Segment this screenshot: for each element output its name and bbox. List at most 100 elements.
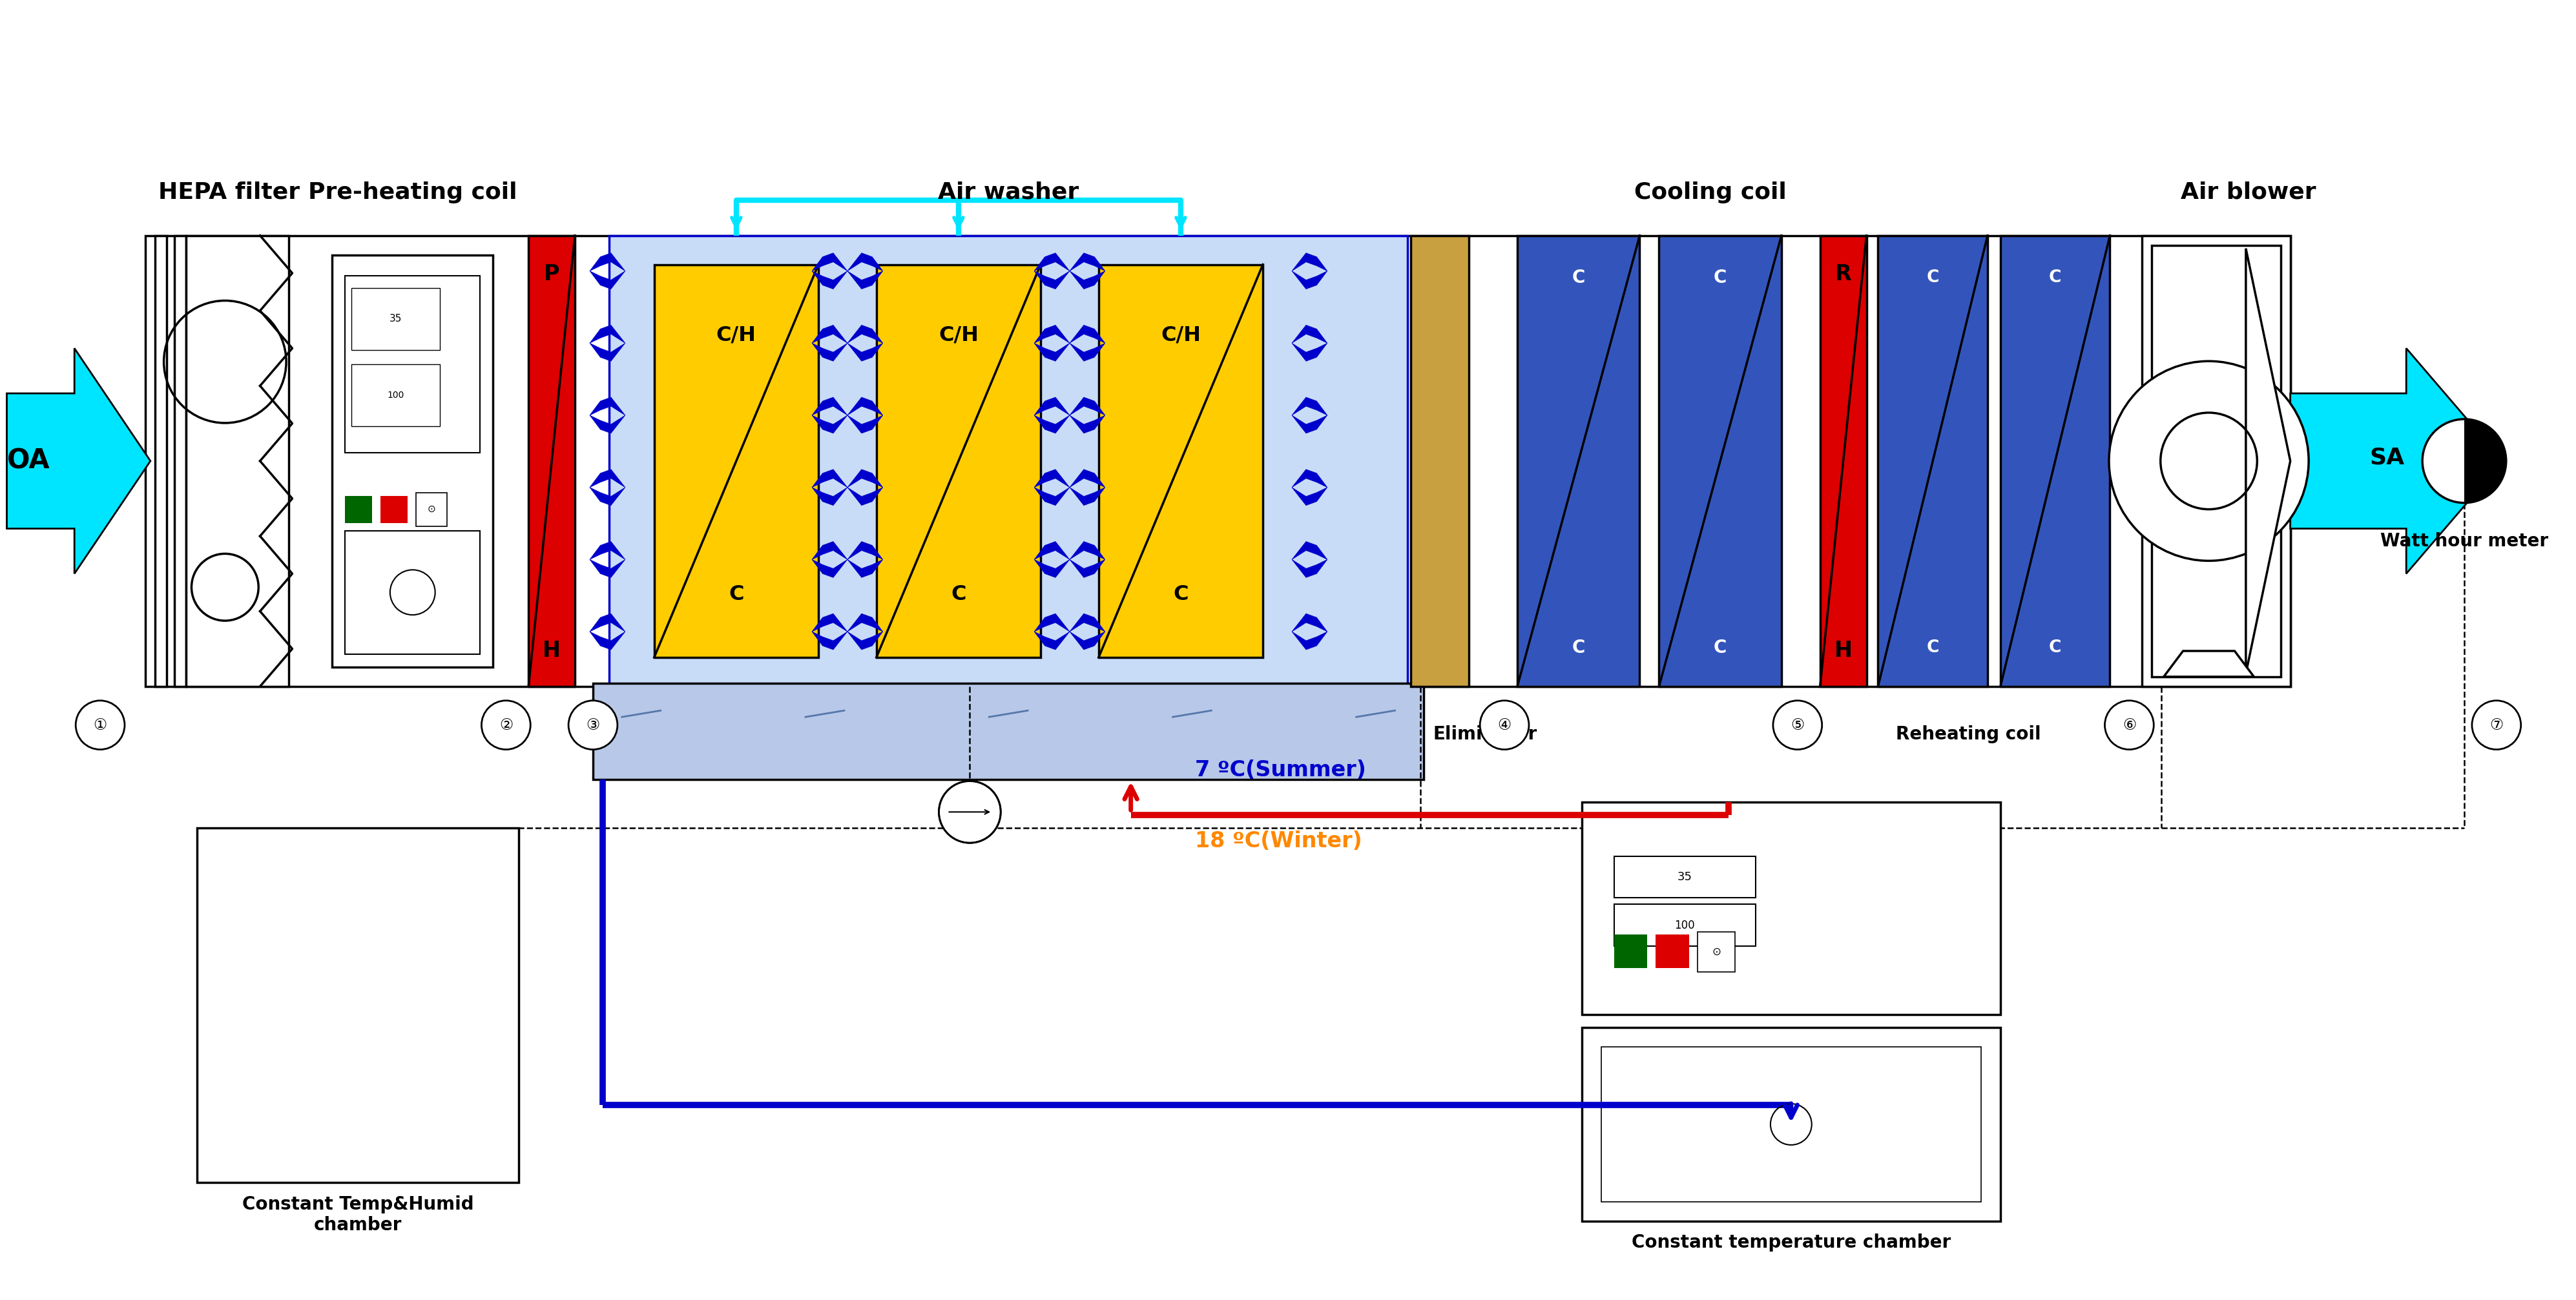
Polygon shape <box>1033 254 1069 270</box>
Polygon shape <box>1069 325 1105 343</box>
Bar <box>1615 905 1757 946</box>
Bar <box>345 530 479 654</box>
Bar <box>1582 1028 2002 1221</box>
Polygon shape <box>1033 343 1069 361</box>
Circle shape <box>2105 701 2154 750</box>
Bar <box>2143 235 2290 686</box>
Polygon shape <box>811 343 848 361</box>
Polygon shape <box>1033 614 1069 632</box>
Text: ⑥: ⑥ <box>2123 718 2136 733</box>
Bar <box>144 235 2290 686</box>
Polygon shape <box>1069 542 1105 559</box>
Polygon shape <box>1033 488 1069 506</box>
Circle shape <box>2473 701 2522 750</box>
Bar <box>350 287 440 350</box>
Bar <box>1615 935 1649 968</box>
Wedge shape <box>2421 419 2465 503</box>
Circle shape <box>2421 419 2506 503</box>
Text: ⊙: ⊙ <box>1713 946 1721 958</box>
Text: SA: SA <box>2370 447 2403 469</box>
Bar <box>2002 235 2110 686</box>
Bar <box>1698 932 1736 972</box>
Text: Air blower: Air blower <box>2182 182 2316 203</box>
Text: Watt hour meter: Watt hour meter <box>2380 532 2548 550</box>
Polygon shape <box>1069 270 1105 289</box>
Polygon shape <box>811 398 848 415</box>
Polygon shape <box>848 254 884 270</box>
Text: R: R <box>1834 264 1852 285</box>
Polygon shape <box>2164 651 2254 677</box>
Text: C/H: C/H <box>938 325 979 346</box>
Text: C: C <box>2048 269 2061 286</box>
Text: H: H <box>544 641 562 662</box>
Polygon shape <box>848 632 884 650</box>
Text: C: C <box>1713 638 1726 657</box>
Polygon shape <box>848 488 884 506</box>
Text: C: C <box>1571 268 1584 286</box>
Bar <box>1878 235 1989 686</box>
Polygon shape <box>1293 325 1327 343</box>
Polygon shape <box>1033 559 1069 577</box>
Bar <box>345 276 479 452</box>
Polygon shape <box>1069 488 1105 506</box>
Bar <box>381 495 407 523</box>
Polygon shape <box>1033 542 1069 559</box>
Text: ⊙: ⊙ <box>428 504 435 514</box>
Polygon shape <box>590 343 626 361</box>
Bar <box>2151 246 2280 677</box>
Polygon shape <box>811 488 848 506</box>
Text: Air washer: Air washer <box>938 182 1079 203</box>
Polygon shape <box>848 415 884 433</box>
Circle shape <box>75 701 124 750</box>
Polygon shape <box>811 469 848 488</box>
Polygon shape <box>1293 559 1327 577</box>
Polygon shape <box>1069 398 1105 415</box>
Text: OA: OA <box>8 447 49 474</box>
Text: ⑤: ⑤ <box>1790 718 1803 733</box>
Polygon shape <box>848 325 884 343</box>
Bar <box>1097 265 1262 658</box>
Text: C/H: C/H <box>1162 325 1200 346</box>
Text: Constant temperature chamber: Constant temperature chamber <box>1631 1234 1950 1252</box>
Polygon shape <box>811 325 848 343</box>
Text: C: C <box>1172 585 1188 605</box>
Polygon shape <box>1293 343 1327 361</box>
Text: C: C <box>729 585 744 605</box>
Bar <box>175 235 185 686</box>
Text: ③: ③ <box>587 718 600 733</box>
Polygon shape <box>590 632 626 650</box>
Polygon shape <box>590 469 626 488</box>
Polygon shape <box>848 398 884 415</box>
Polygon shape <box>2290 348 2504 573</box>
Polygon shape <box>8 348 149 573</box>
Polygon shape <box>848 542 884 559</box>
Bar <box>155 235 167 686</box>
Bar <box>528 235 574 686</box>
Polygon shape <box>848 469 884 488</box>
Bar <box>1517 235 1641 686</box>
Text: Reheating coil: Reheating coil <box>1896 725 2040 744</box>
Bar <box>332 255 492 667</box>
Text: P: P <box>544 264 559 285</box>
Bar <box>1656 935 1690 968</box>
Polygon shape <box>811 270 848 289</box>
Text: C: C <box>1713 268 1726 286</box>
Polygon shape <box>811 614 848 632</box>
Polygon shape <box>1069 614 1105 632</box>
Bar <box>350 364 440 426</box>
Text: C: C <box>2048 640 2061 656</box>
Polygon shape <box>1293 488 1327 506</box>
Bar <box>608 235 1409 686</box>
Bar <box>345 495 371 523</box>
Polygon shape <box>811 254 848 270</box>
Text: C/H: C/H <box>716 325 757 346</box>
Text: Constant Temp&Humid
chamber: Constant Temp&Humid chamber <box>242 1195 474 1234</box>
Polygon shape <box>1069 559 1105 577</box>
Circle shape <box>482 701 531 750</box>
Bar <box>1412 235 1468 686</box>
Polygon shape <box>1033 325 1069 343</box>
Polygon shape <box>1293 398 1327 415</box>
Polygon shape <box>1293 614 1327 632</box>
Polygon shape <box>1069 343 1105 361</box>
Polygon shape <box>590 415 626 433</box>
